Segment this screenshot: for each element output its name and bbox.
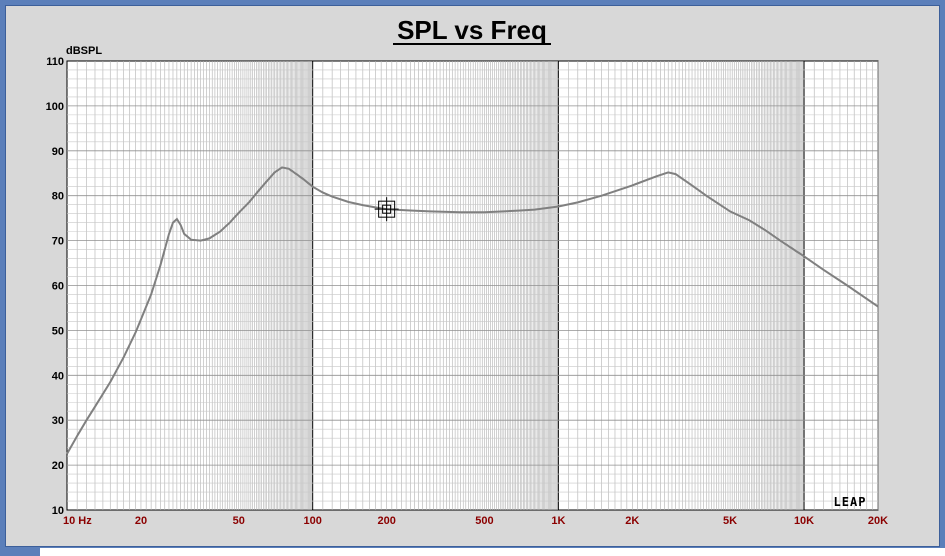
y-tick-label: 10 bbox=[52, 505, 64, 517]
cursor-marker[interactable] bbox=[374, 197, 399, 222]
x-tick-label: 10K bbox=[794, 515, 814, 527]
x-tick-label: 100 bbox=[304, 515, 322, 527]
x-tick-label: 1K bbox=[551, 515, 565, 527]
x-tick-label: 500 bbox=[475, 515, 493, 527]
y-tick-label: 100 bbox=[46, 101, 64, 113]
y-tick-labels: 10 20 30 40 50 60 70 80 90 100 110 bbox=[46, 56, 64, 517]
y-tick-label: 90 bbox=[52, 146, 64, 158]
y-tick-label: 60 bbox=[52, 281, 64, 293]
grid bbox=[67, 61, 879, 510]
x-tick-label: 10 Hz bbox=[63, 515, 92, 527]
x-tick-label: 200 bbox=[377, 515, 395, 527]
x-tick-label: 5K bbox=[723, 515, 737, 527]
y-tick-label: 30 bbox=[52, 415, 64, 427]
chart-title: SPL vs Freq bbox=[397, 15, 547, 45]
window-bottom-edge bbox=[0, 548, 40, 556]
status-strip bbox=[40, 548, 945, 556]
y-tick-label: 20 bbox=[52, 460, 64, 472]
y-tick-label: 110 bbox=[46, 56, 64, 68]
y-tick-label: 70 bbox=[52, 236, 64, 248]
x-tick-label: 2K bbox=[625, 515, 639, 527]
spl-curve bbox=[66, 166, 879, 455]
y-axis-label: dBSPL bbox=[66, 45, 102, 57]
x-tick-label: 20 bbox=[135, 515, 147, 527]
y-tick-label: 80 bbox=[52, 191, 64, 203]
leap-logo: LEAP bbox=[834, 495, 867, 509]
x-tick-label: 20K bbox=[868, 515, 888, 527]
x-tick-label: 50 bbox=[233, 515, 245, 527]
x-tick-labels: 10 Hz 20 50 100 200 500 1K 2K 5K 10K 20K bbox=[63, 515, 888, 527]
y-tick-label: 50 bbox=[52, 325, 64, 337]
y-tick-label: 40 bbox=[52, 370, 64, 382]
